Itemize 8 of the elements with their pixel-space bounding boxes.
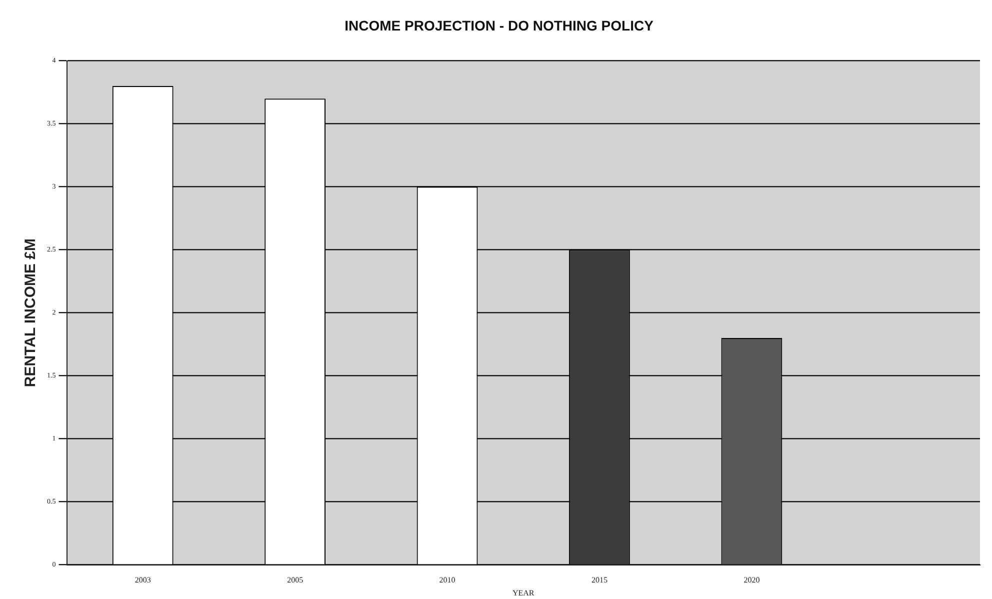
x-tick-label: 2020 [744, 576, 760, 585]
y-axis-title: RENTAL INCOME £M [22, 238, 40, 388]
x-tick-label: 2015 [591, 576, 608, 585]
x-tick-label: 2010 [439, 576, 456, 585]
x-tick-label: 2005 [287, 576, 304, 585]
x-tick-label: 2003 [134, 576, 151, 585]
chart-title: INCOME PROJECTION - DO NOTHING POLICY [344, 17, 654, 34]
x-axis-title: YEAR [512, 588, 535, 598]
